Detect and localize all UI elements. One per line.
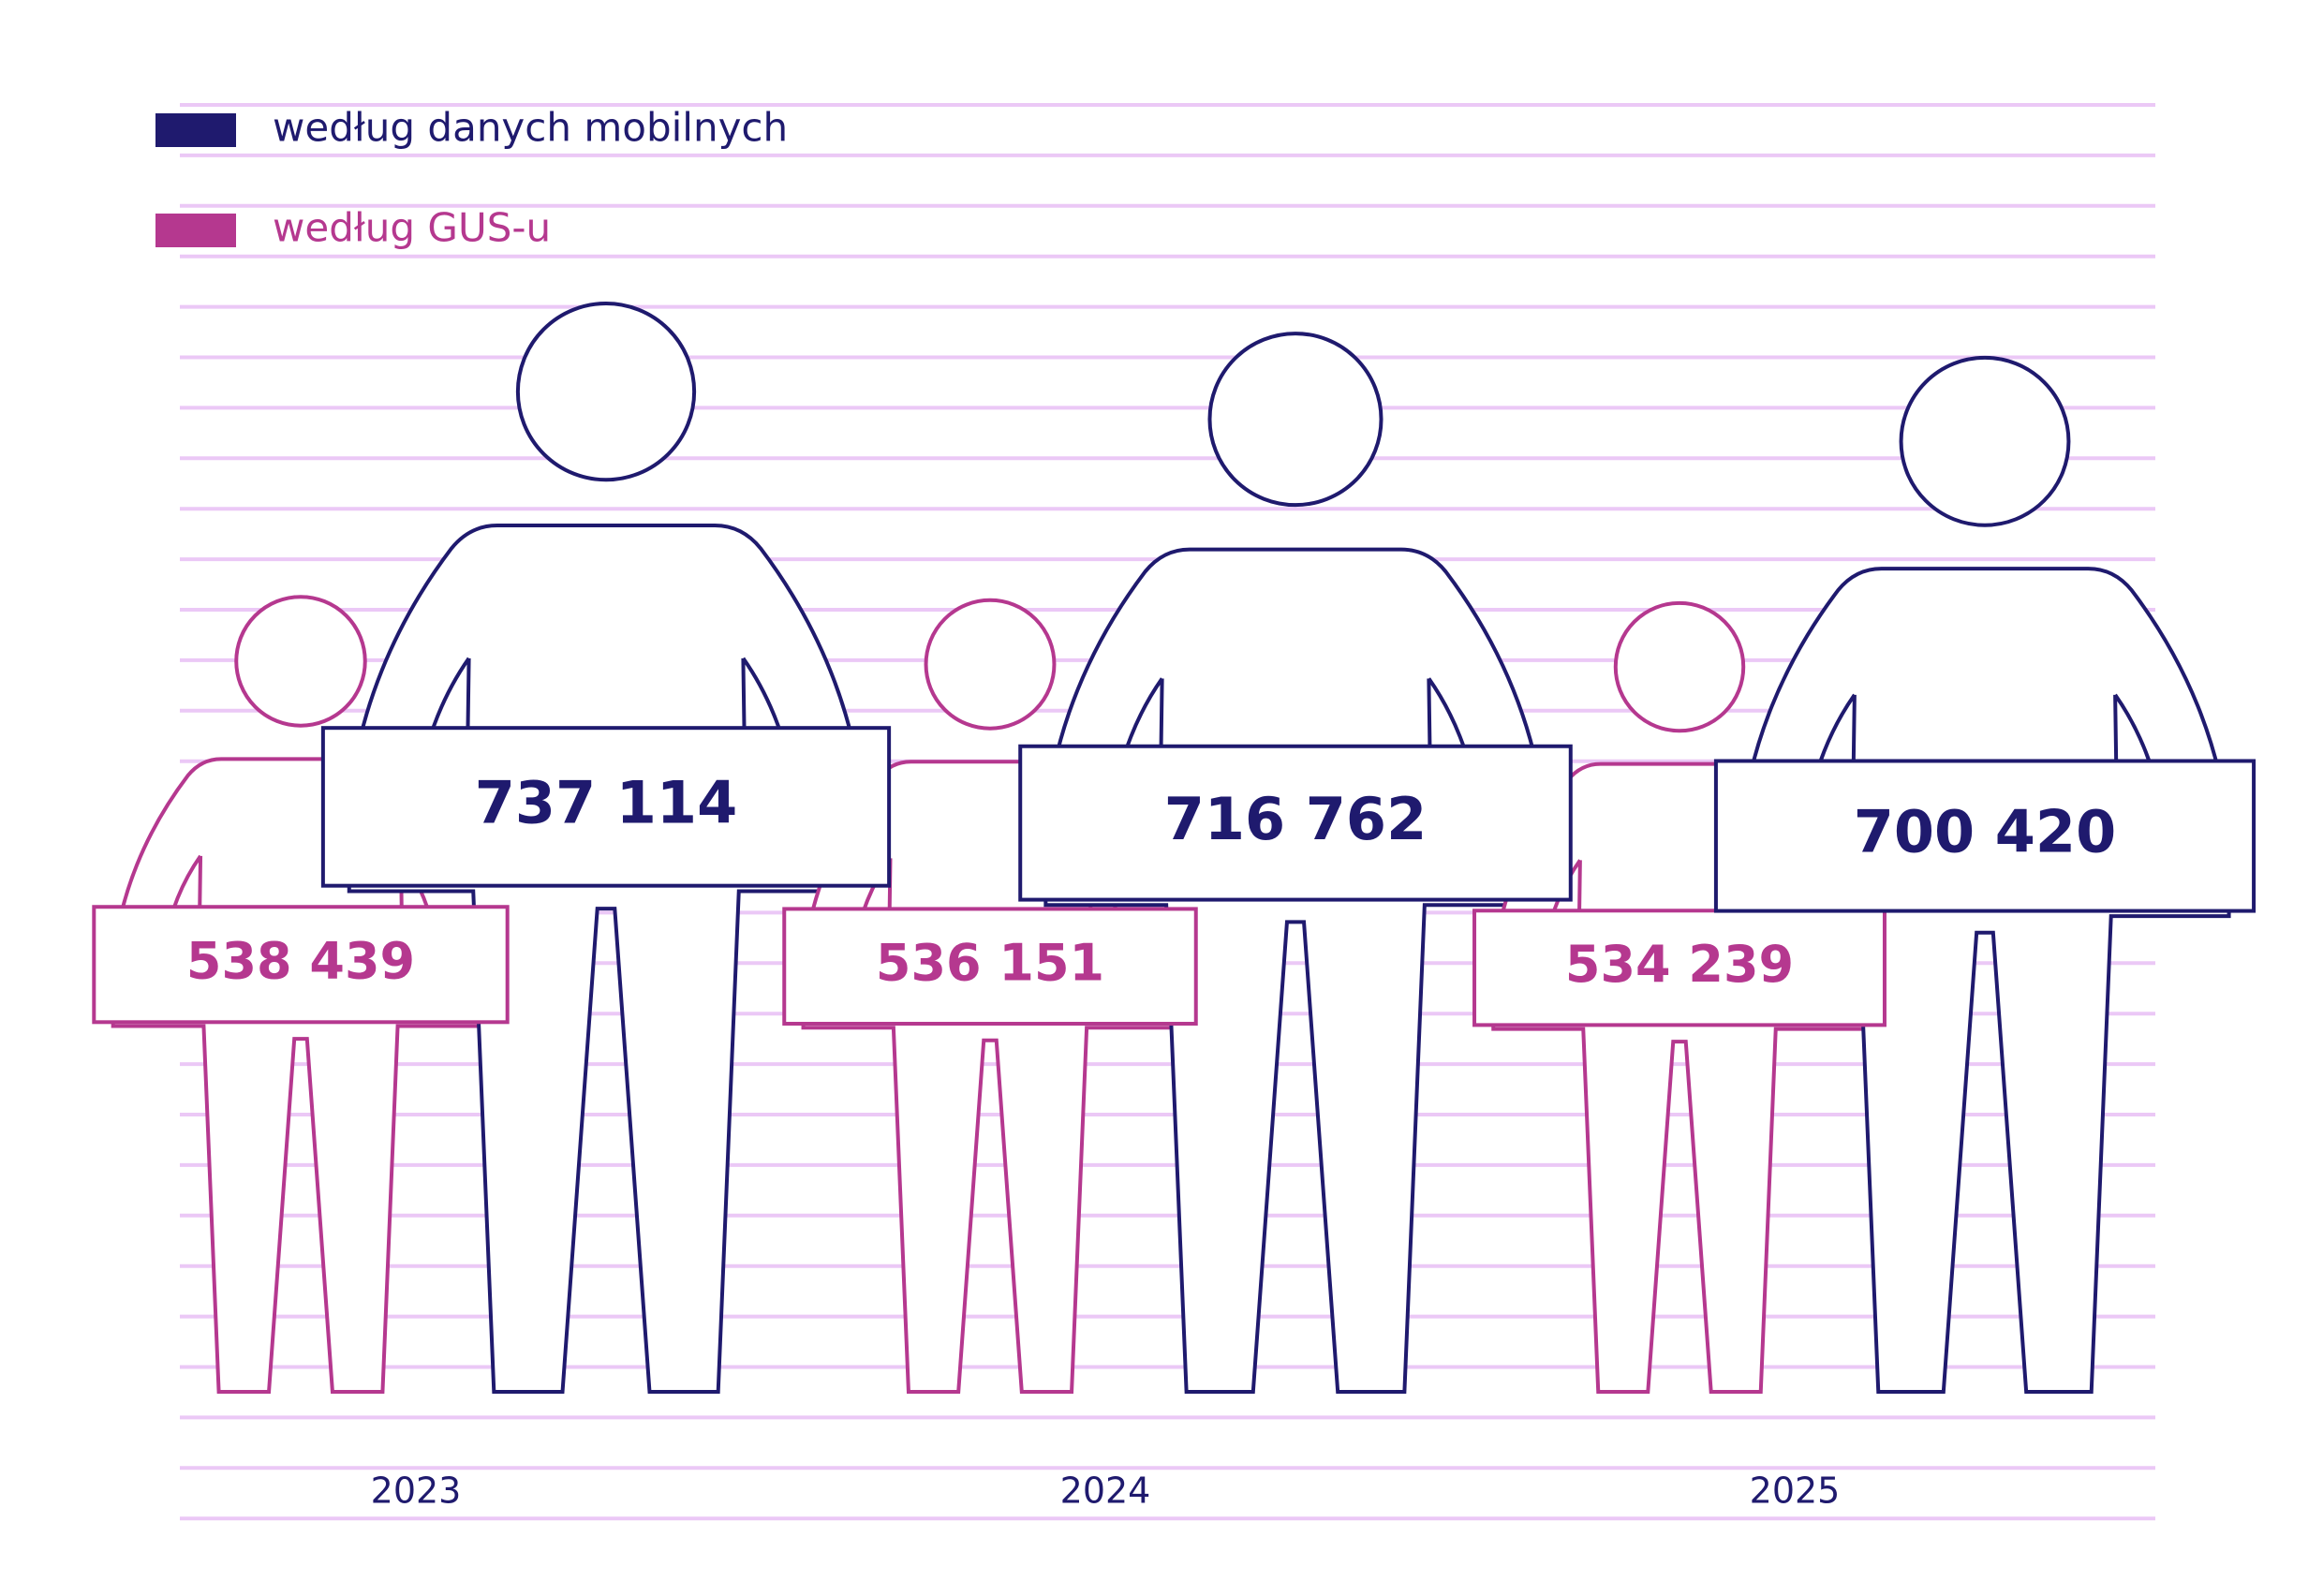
value-label: 538 439 [186,931,415,990]
x-tick-label: 2024 [1060,1470,1151,1512]
value-box [92,905,510,1025]
legend-label: według danych mobilnych [273,105,788,151]
person-head [926,600,1055,729]
x-tick-label: 2025 [1750,1470,1841,1512]
value-label: 700 420 [1854,798,2116,866]
value-box [782,907,1198,1026]
value-box [1472,909,1887,1027]
value-label: 716 762 [1164,785,1427,853]
person-head [518,303,694,480]
legend-label: według GUS-u [273,205,551,251]
value-box [1018,744,1573,902]
person-head [1616,603,1743,731]
person-head [1901,358,2069,525]
value-label: 536 151 [876,933,1104,992]
x-tick-label: 2023 [371,1470,462,1512]
person-head [236,597,365,726]
value-box [1713,759,2256,913]
legend-swatch [155,113,236,147]
value-label: 534 239 [1565,935,1794,994]
person-head [1209,333,1381,505]
value-label: 737 114 [475,769,737,837]
legend-swatch [155,214,236,247]
value-box [320,726,892,888]
